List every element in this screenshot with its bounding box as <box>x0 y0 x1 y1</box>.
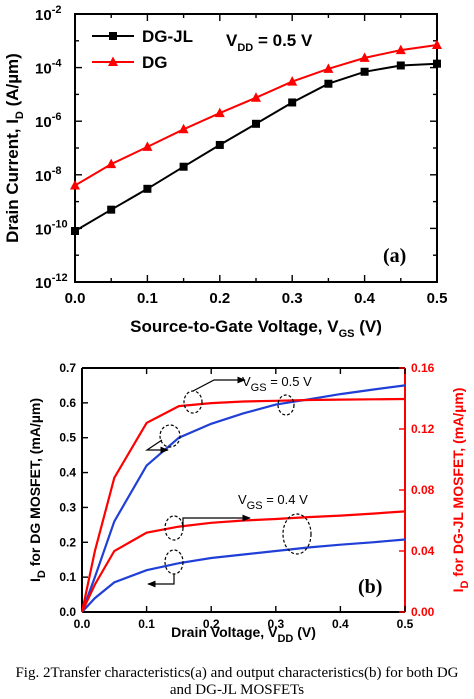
axis-pointer-arrow <box>145 439 169 454</box>
x-tick-label-b: 0.0 <box>74 617 91 631</box>
data-point-dg <box>323 63 334 73</box>
data-point-dg-jl <box>288 98 297 107</box>
y-axis-label-right-b: ID for DG-JL MOSFET, (mA/µm) <box>450 388 471 593</box>
data-point-dg-jl <box>252 119 260 128</box>
panel-label-b: (b) <box>358 576 382 598</box>
output-characteristics-chart: 0.0 0.1 0.2 0.3 0.4 0.5 0.0 0.1 0.2 0.3 0.4 0.5 0.6 0… <box>27 361 471 645</box>
data-point-dg-jl <box>433 59 441 68</box>
figure-caption: Fig. 2Transfer characteristics(a) and ou… <box>0 665 474 699</box>
data-point-dg <box>359 52 370 62</box>
y-tick-label-a: 10-8 <box>35 165 61 185</box>
vgs-04-annotation: VGS = 0.4 V <box>238 492 308 512</box>
legend-label-dg: DG <box>142 53 168 72</box>
data-point-dg-jl <box>143 184 152 193</box>
y-tick-label-left-b: 0.0 <box>59 605 76 619</box>
y-tick-label-a: 10-10 <box>35 218 68 238</box>
y-tick-label-right-b: 0.08 <box>411 483 435 497</box>
data-point-dg <box>106 158 117 169</box>
axis-pointer-arrow <box>147 574 175 588</box>
vdd-annotation: VDD = 0.5 V <box>226 31 313 54</box>
transfer-characteristics-chart: 0.0 0.1 0.2 0.3 0.4 0.5 10-12 10-10 10-8 10-6 10-4… <box>3 4 447 340</box>
x-axis-label-a: Source-to-Gate Voltage, VGS (V) <box>130 317 382 340</box>
y-tick-label-right-b: 0.04 <box>411 544 435 558</box>
y-tick-label-right-b: 0.12 <box>411 422 435 436</box>
data-point-dg-jl <box>360 67 369 76</box>
x-tick-label-a: 0.5 <box>427 290 448 307</box>
data-point-dg-jl <box>179 162 188 171</box>
curve-indicator-ellipse <box>159 424 181 448</box>
x-tick-label-a: 0.0 <box>65 290 86 307</box>
series-line-dg-jl <box>74 62 438 232</box>
y-tick-label-left-b: 0.7 <box>59 361 76 375</box>
output-curve-1 <box>80 384 406 613</box>
y-tick-label-left-b: 0.4 <box>59 466 76 480</box>
axis-pointer-arrow <box>192 376 246 392</box>
curve-indicator-ellipse <box>183 390 203 414</box>
y-axis-label-left-b: ID for DG MOSFET, (mA/µm) <box>27 398 48 582</box>
panel-label-a: (a) <box>383 245 406 267</box>
axis-pointer-arrow <box>182 514 251 528</box>
y-tick-label-left-b: 0.3 <box>59 500 76 514</box>
legend-marker-dg <box>108 56 118 66</box>
y-axis-label-a: Drain Current, ID (A/µm) <box>3 53 26 243</box>
output-curve-2 <box>80 397 406 613</box>
data-point-dg <box>142 141 153 151</box>
x-tick-label-b: 0.3 <box>267 617 284 631</box>
y-tick-label-a: 10-6 <box>35 111 61 131</box>
y-tick-label-left-b: 0.6 <box>59 396 76 410</box>
data-point-dg-jl <box>324 79 333 88</box>
y-tick-label-left-b: 0.5 <box>59 431 76 445</box>
vgs-05-annotation: VGS = 0.5 V <box>242 374 312 394</box>
y-tick-label-left-b: 0.2 <box>59 535 76 549</box>
x-tick-label-a: 0.2 <box>209 290 230 307</box>
data-point-dg-jl <box>71 226 79 235</box>
data-point-dg <box>287 76 298 86</box>
x-tick-label-b: 0.4 <box>332 617 349 631</box>
y-tick-label-a: 10-2 <box>35 4 61 24</box>
data-point-dg-jl <box>107 205 116 214</box>
figure: 0.0 0.1 0.2 0.3 0.4 0.5 10-12 10-10 10-8 10-6 10-4… <box>3 4 471 645</box>
series-line-dg <box>74 44 438 187</box>
caption-line-2: and DG-JL MOSFETs <box>169 682 305 698</box>
output-curve-3 <box>81 538 406 613</box>
x-tick-label-a: 0.4 <box>354 290 376 307</box>
data-point-dg-jl <box>396 61 405 70</box>
caption-line-1: Fig. 2Transfer characteristics(a) and ou… <box>15 665 459 681</box>
data-point-dg <box>214 107 225 118</box>
data-point-dg <box>178 123 189 134</box>
y-tick-label-left-b: 0.1 <box>59 570 76 584</box>
x-tick-label-a: 0.1 <box>137 290 158 307</box>
curve-indicator-ellipse <box>282 513 312 555</box>
output-curve-4 <box>81 510 406 613</box>
x-tick-label-b: 0.5 <box>397 617 414 631</box>
data-point-dg <box>251 92 261 102</box>
y-tick-label-right-b: 0.16 <box>411 361 435 375</box>
data-point-dg <box>395 44 406 55</box>
x-axis-label-b: Drain Voltage, VDD (V) <box>171 624 316 645</box>
y-tick-label-right-b: 0.00 <box>411 605 435 619</box>
curve-indicator-ellipse <box>277 394 295 416</box>
x-tick-label-b: 0.1 <box>138 617 155 631</box>
y-tick-label-a: 10-4 <box>35 58 62 78</box>
x-tick-label-a: 0.3 <box>282 290 303 307</box>
legend-label-dg-jl: DG-JL <box>142 27 193 46</box>
data-point-dg-jl <box>215 140 224 149</box>
y-tick-label-a: 10-12 <box>35 272 68 292</box>
data-point-dg <box>70 179 80 190</box>
legend-marker-dg-jl <box>109 32 117 40</box>
x-tick-label-b: 0.2 <box>203 617 220 631</box>
data-point-dg <box>432 39 442 49</box>
